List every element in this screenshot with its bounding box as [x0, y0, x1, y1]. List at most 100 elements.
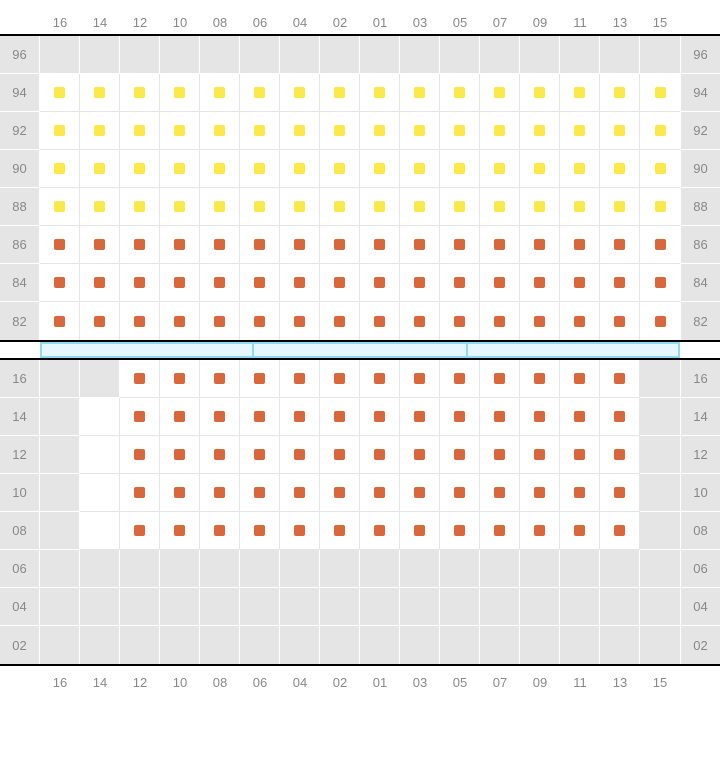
seat-cell[interactable]: [200, 74, 240, 112]
seat-cell[interactable]: [480, 436, 520, 474]
seat-cell[interactable]: [200, 436, 240, 474]
seat-cell[interactable]: [480, 474, 520, 512]
seat-cell[interactable]: [240, 436, 280, 474]
seat-cell[interactable]: [480, 112, 520, 150]
seat-cell[interactable]: [520, 360, 560, 398]
seat-cell[interactable]: [240, 474, 280, 512]
seat-cell[interactable]: [560, 436, 600, 474]
seat-cell[interactable]: [560, 188, 600, 226]
seat-cell[interactable]: [520, 188, 560, 226]
seat-cell[interactable]: [520, 436, 560, 474]
seat-cell[interactable]: [480, 398, 520, 436]
seat-cell[interactable]: [320, 112, 360, 150]
seat-cell[interactable]: [560, 398, 600, 436]
seat-cell[interactable]: [80, 188, 120, 226]
seat-cell[interactable]: [440, 188, 480, 226]
seat-cell[interactable]: [240, 188, 280, 226]
seat-cell[interactable]: [360, 512, 400, 550]
seat-cell[interactable]: [280, 188, 320, 226]
seat-cell[interactable]: [80, 264, 120, 302]
seat-cell[interactable]: [600, 188, 640, 226]
seat-cell[interactable]: [600, 436, 640, 474]
seat-cell[interactable]: [600, 226, 640, 264]
seat-cell[interactable]: [160, 512, 200, 550]
seat-cell[interactable]: [120, 74, 160, 112]
seat-cell[interactable]: [320, 74, 360, 112]
seat-cell[interactable]: [120, 150, 160, 188]
seat-cell[interactable]: [640, 74, 680, 112]
seat-cell[interactable]: [640, 150, 680, 188]
seat-cell[interactable]: [120, 264, 160, 302]
seat-cell[interactable]: [400, 512, 440, 550]
seat-cell[interactable]: [280, 150, 320, 188]
seat-cell[interactable]: [40, 226, 80, 264]
seat-cell[interactable]: [320, 302, 360, 340]
seat-cell[interactable]: [320, 226, 360, 264]
seat-cell[interactable]: [40, 188, 80, 226]
seat-cell[interactable]: [40, 302, 80, 340]
seat-cell[interactable]: [440, 264, 480, 302]
seat-cell[interactable]: [160, 474, 200, 512]
seat-cell[interactable]: [480, 302, 520, 340]
seat-cell[interactable]: [200, 398, 240, 436]
seat-cell[interactable]: [480, 264, 520, 302]
seat-cell[interactable]: [240, 74, 280, 112]
seat-cell[interactable]: [440, 360, 480, 398]
seat-cell[interactable]: [400, 112, 440, 150]
seat-cell[interactable]: [240, 360, 280, 398]
seat-cell[interactable]: [600, 474, 640, 512]
seat-cell[interactable]: [440, 302, 480, 340]
seat-cell[interactable]: [240, 512, 280, 550]
seat-cell[interactable]: [80, 474, 120, 512]
seat-cell[interactable]: [240, 226, 280, 264]
seat-cell[interactable]: [200, 512, 240, 550]
seat-cell[interactable]: [520, 302, 560, 340]
seat-cell[interactable]: [560, 474, 600, 512]
seat-cell[interactable]: [400, 398, 440, 436]
seat-cell[interactable]: [400, 150, 440, 188]
seat-cell[interactable]: [360, 226, 400, 264]
seat-cell[interactable]: [320, 150, 360, 188]
seat-cell[interactable]: [120, 226, 160, 264]
seat-cell[interactable]: [400, 360, 440, 398]
seat-cell[interactable]: [240, 150, 280, 188]
seat-cell[interactable]: [280, 360, 320, 398]
seat-cell[interactable]: [360, 150, 400, 188]
seat-cell[interactable]: [120, 512, 160, 550]
seat-cell[interactable]: [280, 436, 320, 474]
seat-cell[interactable]: [440, 436, 480, 474]
seat-cell[interactable]: [480, 360, 520, 398]
seat-cell[interactable]: [440, 112, 480, 150]
seat-cell[interactable]: [120, 302, 160, 340]
seat-cell[interactable]: [40, 264, 80, 302]
seat-cell[interactable]: [640, 302, 680, 340]
seat-cell[interactable]: [280, 226, 320, 264]
seat-cell[interactable]: [560, 74, 600, 112]
seat-cell[interactable]: [560, 360, 600, 398]
seat-cell[interactable]: [320, 264, 360, 302]
seat-cell[interactable]: [400, 302, 440, 340]
seat-cell[interactable]: [480, 512, 520, 550]
seat-cell[interactable]: [120, 112, 160, 150]
seat-cell[interactable]: [80, 74, 120, 112]
seat-cell[interactable]: [80, 150, 120, 188]
seat-cell[interactable]: [120, 436, 160, 474]
seat-cell[interactable]: [280, 302, 320, 340]
seat-cell[interactable]: [640, 226, 680, 264]
seat-cell[interactable]: [200, 226, 240, 264]
seat-cell[interactable]: [400, 74, 440, 112]
seat-cell[interactable]: [600, 150, 640, 188]
seat-cell[interactable]: [600, 360, 640, 398]
seat-cell[interactable]: [400, 188, 440, 226]
seat-cell[interactable]: [120, 474, 160, 512]
seat-cell[interactable]: [440, 74, 480, 112]
seat-cell[interactable]: [480, 226, 520, 264]
seat-cell[interactable]: [80, 398, 120, 436]
seat-cell[interactable]: [600, 512, 640, 550]
seat-cell[interactable]: [400, 474, 440, 512]
seat-cell[interactable]: [160, 188, 200, 226]
seat-cell[interactable]: [480, 150, 520, 188]
seat-cell[interactable]: [120, 188, 160, 226]
seat-cell[interactable]: [520, 474, 560, 512]
seat-cell[interactable]: [200, 360, 240, 398]
